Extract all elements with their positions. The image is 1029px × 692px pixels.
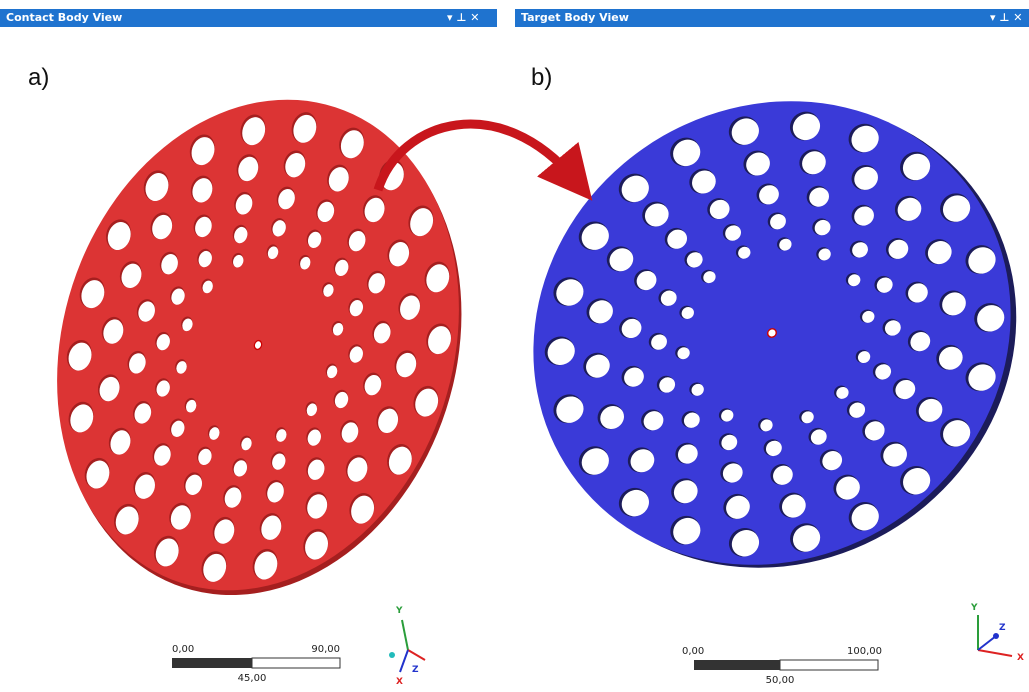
scale-start: 0,00	[172, 644, 194, 655]
screen: Contact Body View ▾ ⊥ ✕ Target Body View…	[0, 0, 1029, 692]
axis-x: X	[396, 677, 403, 687]
panel-label: a)	[28, 64, 49, 91]
scale-bar: 0,00 90,00 45,00	[172, 644, 340, 684]
axis-triad: Y X Z	[389, 606, 425, 687]
axis-y: Y	[395, 606, 403, 616]
disk-model	[0, 47, 524, 648]
scale-mid: 50,00	[766, 675, 795, 686]
panel-controls[interactable]: ▾ ⊥ ✕	[990, 11, 1022, 24]
scale-bar: 0,00 100,00 50,00	[682, 646, 882, 686]
panel-title: Contact Body View	[6, 11, 122, 24]
axis-x: X	[1017, 653, 1024, 663]
scale-mid: 45,00	[238, 673, 267, 684]
scale-start: 0,00	[682, 646, 704, 657]
scale-end: 90,00	[311, 644, 340, 655]
axis-triad: Y X Z	[970, 603, 1024, 663]
axis-y: Y	[970, 603, 978, 613]
panel-title: Target Body View	[521, 11, 629, 24]
panel-label: b)	[531, 64, 552, 91]
disk-face	[442, 8, 1029, 658]
scale-end: 100,00	[847, 646, 882, 657]
axis-z: Z	[412, 665, 419, 675]
axis-z: Z	[999, 623, 1006, 633]
disk-model	[442, 6, 1029, 662]
panel-controls[interactable]: ▾ ⊥ ✕	[447, 11, 479, 24]
